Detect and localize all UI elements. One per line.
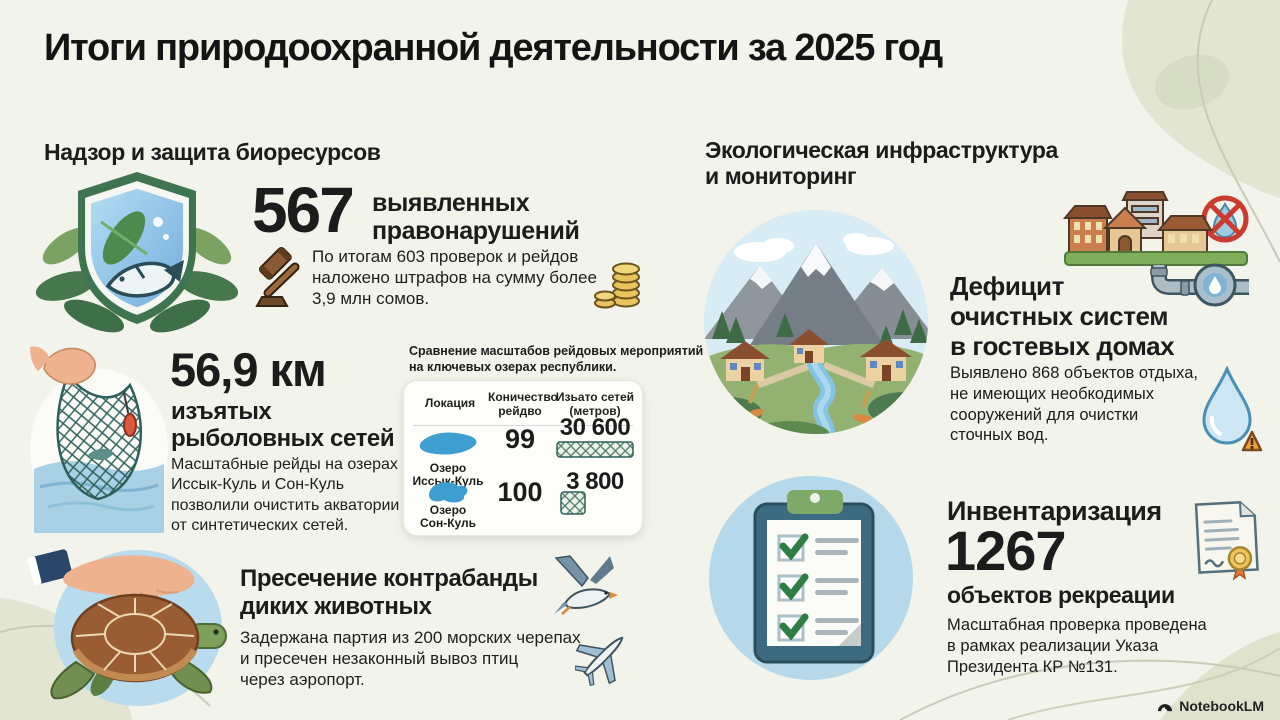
footer-brand: NotebookLM [1156,698,1264,714]
stat-violations-label: выявленных правонарушений [372,189,580,245]
lake-issyk-kul-shape [419,432,477,455]
airplane-icon [575,636,624,686]
shield-fish-emblem-illustration [36,172,238,333]
inventory-label: объектов рекреации [947,582,1175,608]
table-row-meters: 3 800 [566,468,624,495]
bird-icon [554,555,618,615]
stat-nets-detail: Масштабные рейды на озерах Иссык-Куль и … [171,456,400,534]
fishing-net-illustration [30,346,168,533]
raids-table-card: Локация Коничество рейдво Изьато сетей (… [403,380,643,536]
inventory-value: 1267 [945,519,1067,582]
notebooklm-logo-icon [1158,704,1173,712]
lake-son-kul-shape [428,482,468,503]
section-title-infrastructure: Экологическая инфраструктура и мониторин… [705,137,1058,189]
deficit-title: Дефицит очистных систем в гостевых домах [950,271,1175,362]
inventory-detail: Масштабная проверка проведена в рамках р… [947,616,1207,676]
page-title: Итоги природоохранной деятельности за 20… [44,27,943,69]
stat-nets-label: изъятых рыболовных сетей [171,398,395,452]
table-row-meters: 30 600 [559,414,631,441]
table-header-nets: Изьато сетей (метров) [555,390,635,418]
smuggling-title: Пресечение контрабанды диких животных [240,565,538,620]
gavel-icon [255,246,300,307]
table-row-location: Озеро Иссык-Куль [412,461,484,489]
houses-pipe-illustration [1063,191,1249,307]
net-amount-bar-large [556,441,634,458]
clipboard-checklist-illustration [709,476,913,680]
table-row-raids: 99 [504,424,536,454]
mountain-village-illustration [704,210,928,434]
no-water-sign [1201,195,1249,243]
net-amount-bar-small [560,491,586,515]
water-drop-warning-icon [1202,366,1263,452]
raids-table-caption: Сравнение масштабов рейдовых мероприятий… [409,344,704,374]
table-header-raids: Коничество рейдво [488,390,558,418]
stat-violations-value: 567 [252,174,355,246]
turtle-hand-illustration [28,549,227,706]
stat-violations-detail: По итогам 603 проверок и рейдов наложено… [312,247,597,309]
table-header-location: Локация [424,396,476,410]
coins-icon [594,262,640,309]
table-row-location: Озеро Сон-Куль [419,503,477,531]
notebooklm-label: NotebookLM [1179,698,1264,714]
deficit-detail: Выявлено 868 объектов отдыха, не имеющих… [950,364,1198,445]
inventory-title: Инвентаризация [947,496,1162,526]
certificate-icon [1194,501,1259,581]
stat-nets-value: 56,9 км [170,343,327,396]
table-row-raids: 100 [497,477,543,507]
smuggling-detail: Задержана партия из 200 морских черепах … [240,628,581,690]
table-header-divider [413,425,633,426]
section-title-bioresources: Надзор и защита биоресурсов [44,139,381,165]
